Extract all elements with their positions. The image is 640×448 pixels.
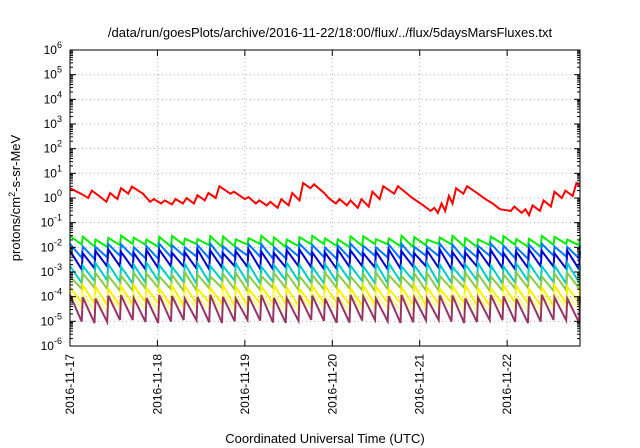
y-axis-label: protons/cm2-s-sr-MeV xyxy=(7,134,23,261)
y-tick-label-base: 10 xyxy=(41,314,55,328)
y-tick-label-exponent: 3 xyxy=(57,114,62,124)
y-tick-label: 10-3 xyxy=(41,262,62,279)
series-line-3 xyxy=(69,246,581,273)
y-tick-label: 106 xyxy=(44,40,62,57)
y-tick-label-exponent: -6 xyxy=(54,336,62,346)
chart-title: /data/run/goesPlots/archive/2016-11-22/1… xyxy=(108,25,553,40)
y-tick-label: 103 xyxy=(44,114,62,131)
y-tick-label-base: 10 xyxy=(44,166,58,180)
y-tick-label-base: 10 xyxy=(44,92,58,106)
y-tick-label-exponent: -4 xyxy=(54,287,62,297)
y-tick-label-base: 10 xyxy=(41,265,55,279)
y-tick-label-exponent: 5 xyxy=(57,65,62,75)
y-tick-label: 10-1 xyxy=(41,213,62,230)
y-tick-label-base: 10 xyxy=(44,142,58,156)
y-tick-label-exponent: -1 xyxy=(54,213,62,223)
series-group xyxy=(69,181,581,326)
x-tick-label: 2016-11-19 xyxy=(238,354,252,415)
y-tick-label-base: 10 xyxy=(44,68,58,82)
y-tick-label: 101 xyxy=(44,163,62,180)
y-tick-label: 102 xyxy=(44,139,62,156)
grid xyxy=(70,50,580,346)
y-tick-label: 10-2 xyxy=(41,237,62,254)
x-axis: 2016-11-17 2016-11-18 2016-11-19 2016-11-20… xyxy=(63,50,514,415)
y-tick-label-base: 10 xyxy=(41,290,55,304)
y-tick-label: 100 xyxy=(44,188,62,205)
x-tick-label: 2016-11-22 xyxy=(500,354,514,415)
x-tick-label: 2016-11-20 xyxy=(325,354,339,415)
y-axis-label-base: protons/cm xyxy=(8,197,23,261)
y-tick-label-exponent: -5 xyxy=(54,311,62,321)
y-tick-label-base: 10 xyxy=(41,339,55,353)
y-tick-label-base: 10 xyxy=(44,191,58,205)
x-tick-label: 2016-11-17 xyxy=(63,354,77,415)
y-axis: 10-610-510-410-310-210-11001011021031041… xyxy=(41,40,580,353)
y-tick-label: 10-4 xyxy=(41,287,62,304)
y-tick-label-exponent: 0 xyxy=(57,188,62,198)
y-tick-label-base: 10 xyxy=(44,117,58,131)
y-axis-label-sup: 2 xyxy=(7,192,17,197)
x-tick-label: 2016-11-21 xyxy=(413,354,427,415)
y-tick-label-base: 10 xyxy=(44,43,58,57)
y-tick-label: 10-5 xyxy=(41,311,62,328)
y-tick-label-exponent: 4 xyxy=(57,89,62,99)
y-tick-label-base: 10 xyxy=(41,216,55,230)
y-tick-label: 10-6 xyxy=(41,336,62,353)
y-tick-label-exponent: -2 xyxy=(54,237,62,247)
series-line-0 xyxy=(69,181,581,218)
series-line-8 xyxy=(69,292,581,326)
x-tick-label: 2016-11-18 xyxy=(150,354,164,415)
y-tick-label: 104 xyxy=(44,89,62,106)
y-tick-label-exponent: 1 xyxy=(57,163,62,173)
y-tick-label: 105 xyxy=(44,65,62,82)
y-tick-label-base: 10 xyxy=(41,240,55,254)
y-tick-label-exponent: 6 xyxy=(57,40,62,50)
series-line-5 xyxy=(69,269,581,295)
y-tick-label-exponent: 2 xyxy=(57,139,62,149)
x-axis-label: Coordinated Universal Time (UTC) xyxy=(225,431,424,446)
y-tick-label-exponent: -3 xyxy=(54,262,62,272)
y-axis-label-rest: -s-sr-MeV xyxy=(8,134,23,191)
